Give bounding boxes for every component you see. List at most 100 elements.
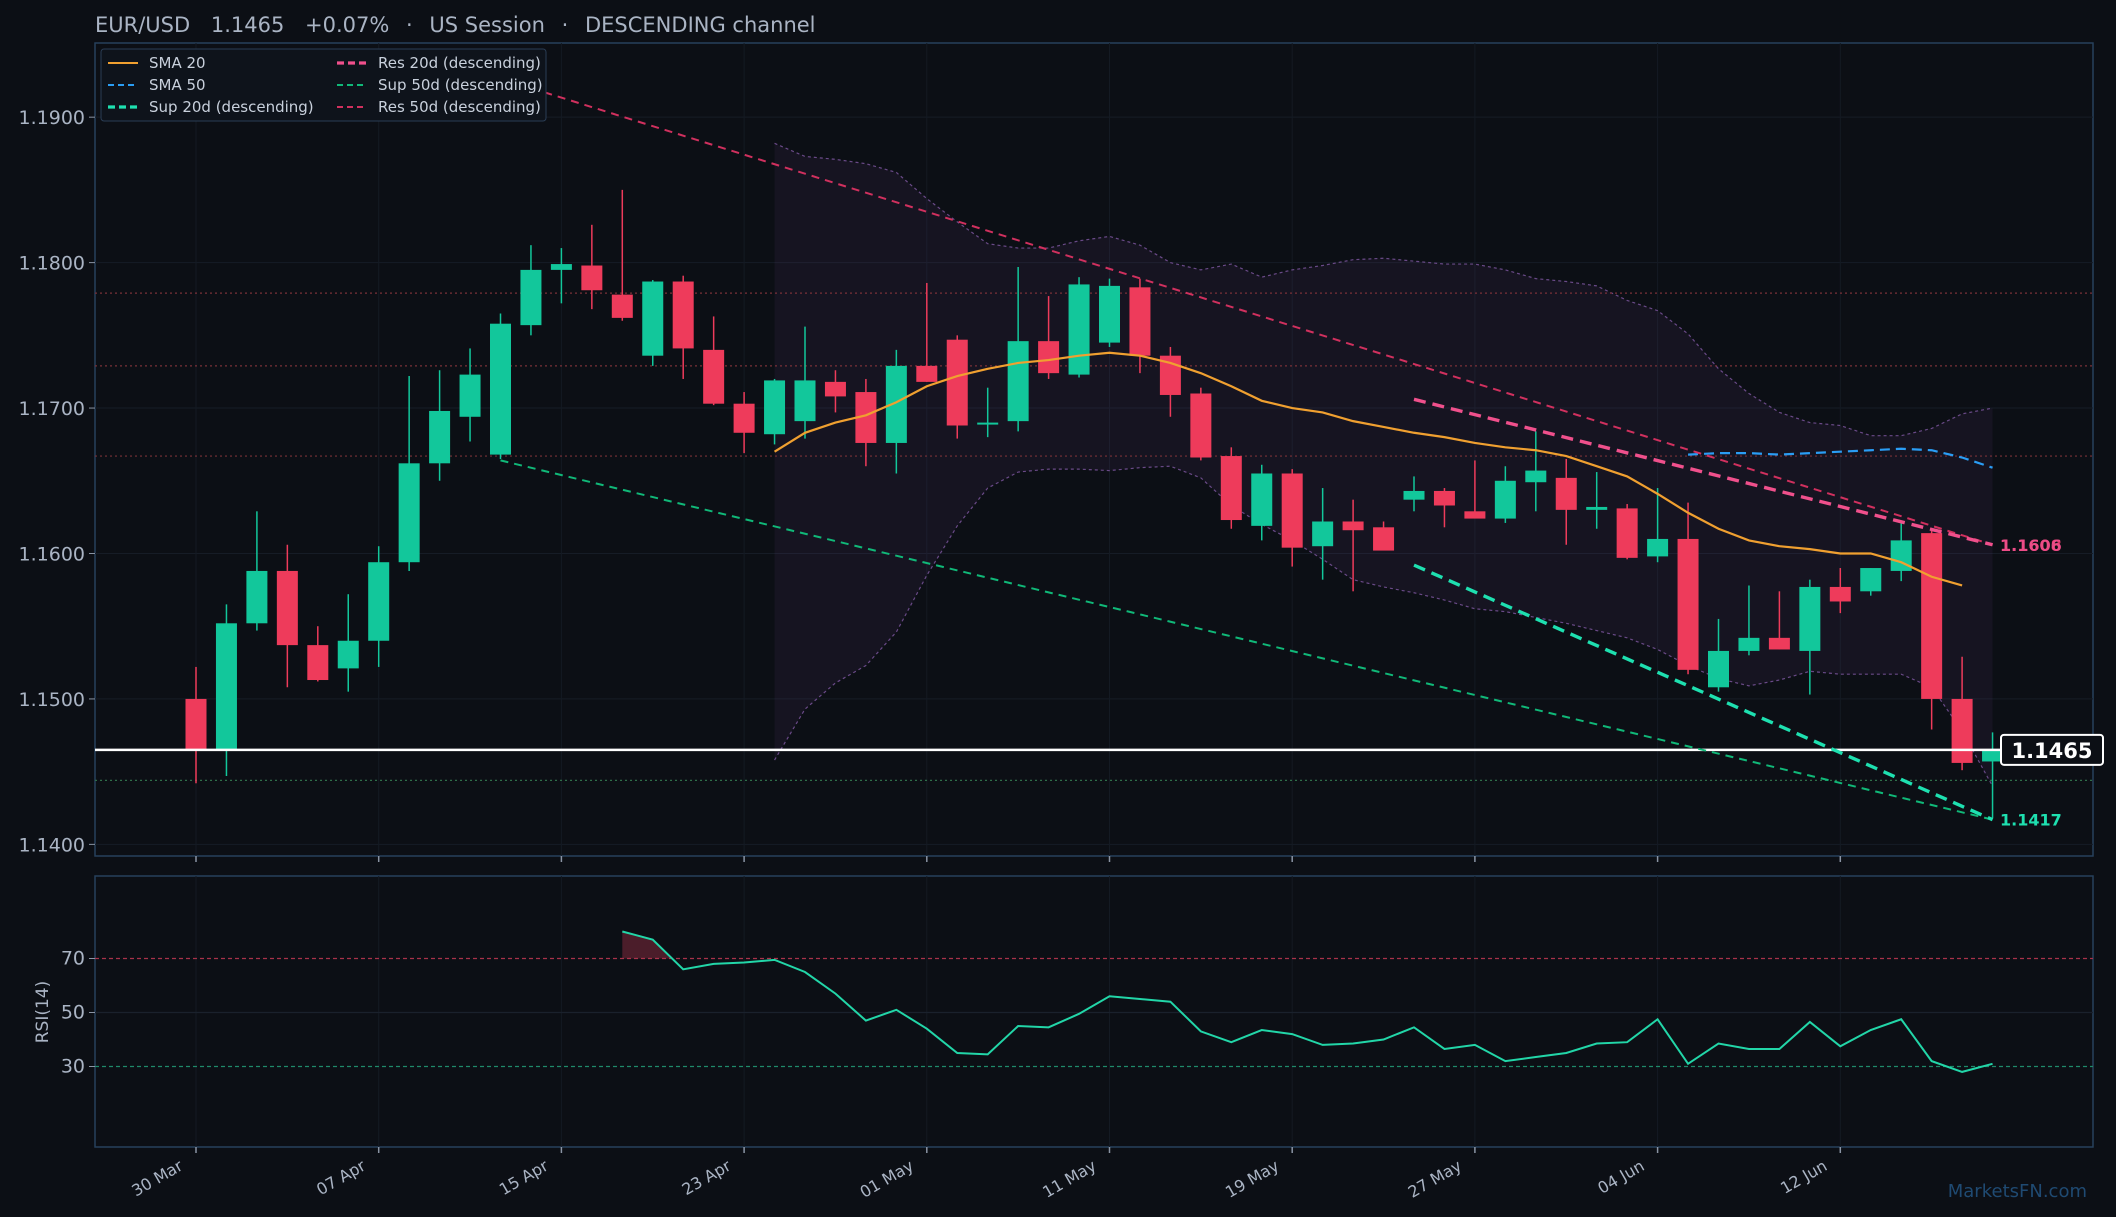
bollinger-upper <box>774 142 1993 437</box>
candle-body <box>794 380 816 422</box>
candle-body <box>946 339 968 426</box>
candle-body <box>459 374 481 417</box>
candle-body <box>307 645 329 681</box>
candle-body <box>1525 470 1547 483</box>
header-session: US Session <box>429 13 545 37</box>
candle-body <box>1616 508 1638 558</box>
candle-body <box>1403 490 1425 500</box>
candle-body <box>1921 533 1943 699</box>
candle-body <box>1220 456 1242 521</box>
candle-body <box>1708 650 1729 688</box>
legend-label-sma20: SMA 20 <box>149 54 206 72</box>
candle-body <box>703 349 725 404</box>
candle-body <box>855 392 877 443</box>
header-symbol: EUR/USD <box>95 13 190 37</box>
legend-label-res20: Res 20d (descending) <box>378 54 541 72</box>
legend: SMA 20 SMA 50 Sup 20d (descending) Res 20d … <box>100 48 547 122</box>
candle-body <box>1099 285 1120 343</box>
header-price: 1.1465 <box>211 13 284 37</box>
rsi-tick-label: 50 <box>61 1002 85 1024</box>
candle-body <box>1251 473 1273 526</box>
candle-body <box>1829 586 1851 602</box>
candle-body <box>276 570 298 646</box>
candle-body <box>1768 637 1790 650</box>
legend-box <box>100 48 547 122</box>
sma20-line <box>773 351 1963 587</box>
price-panel-frame <box>94 42 2094 857</box>
rsi-panel: 30 50 70 RSI(14) <box>33 875 2094 1148</box>
candle-body <box>520 269 542 326</box>
candle-body <box>1312 521 1334 547</box>
candle-body <box>1677 538 1699 670</box>
candle-body <box>977 422 999 425</box>
candle-body <box>1038 341 1060 374</box>
candle-body <box>1433 490 1455 506</box>
current-price-tag-label: 1.1465 <box>2011 739 2092 763</box>
price-tick-label: 1.1400 <box>19 834 85 856</box>
rsi-overbought-fill <box>622 931 673 959</box>
candle-body <box>1373 527 1395 551</box>
legend-label-sup20: Sup 20d (descending) <box>149 98 314 116</box>
candle-body <box>1555 477 1577 510</box>
price-tick-label: 1.1800 <box>19 253 85 275</box>
candle-body <box>1342 521 1364 531</box>
candle-body <box>1281 473 1303 548</box>
candlesticks <box>185 189 2004 819</box>
candle-body <box>550 264 572 270</box>
candle-body <box>1464 511 1486 519</box>
candle-body <box>1007 341 1029 422</box>
trendline-res20 <box>1413 397 1993 547</box>
res-price-label: 1.1606 <box>2000 536 2062 555</box>
header-sep-2: · <box>562 13 569 37</box>
candle-body <box>1586 506 1608 510</box>
current-price-tag <box>2000 733 2104 766</box>
candle-body <box>215 623 237 750</box>
candle-body <box>1860 568 1882 592</box>
candle-body <box>1799 586 1821 651</box>
candle-body <box>1738 637 1760 651</box>
candle-body <box>611 294 633 318</box>
price-axis-ticks: 1.1400 1.1500 1.1600 1.1700 1.1800 1.1900 <box>19 107 95 856</box>
candle-body <box>1068 284 1090 375</box>
candle-body <box>246 570 268 624</box>
price-tick-label: 1.1600 <box>19 543 85 565</box>
trendline-sup20 <box>1413 563 1994 822</box>
price-panel: 1.1400 1.1500 1.1600 1.1700 1.1800 1.1900 1.1… <box>19 42 2104 857</box>
watermark: MarketsFN.com <box>1948 1181 2087 1202</box>
sma50-line <box>1687 447 1993 469</box>
candle-body <box>1890 540 1912 571</box>
rsi-line <box>622 930 1993 1073</box>
rsi-tick-label: 30 <box>61 1056 85 1078</box>
rsi-tick-label: 70 <box>61 948 85 970</box>
chart-header: EUR/USD 1.1465 +0.07% · US Session · DES… <box>95 13 816 37</box>
candle-body <box>672 281 694 349</box>
legend-label-res50: Res 50d (descending) <box>378 98 541 116</box>
price-tick-label: 1.1500 <box>19 689 85 711</box>
rsi-axis-label: RSI(14) <box>33 981 53 1044</box>
sup-price-label: 1.1417 <box>2000 811 2062 830</box>
candle-body <box>764 380 786 435</box>
header-channel: DESCENDING channel <box>585 13 816 37</box>
candle-body <box>429 410 451 464</box>
candle-body <box>368 562 390 641</box>
candle-body <box>398 463 420 563</box>
price-tick-label: 1.1700 <box>19 398 85 420</box>
candle-body <box>1190 393 1212 458</box>
indicator-overlays <box>95 87 2093 822</box>
candle-body <box>581 265 603 291</box>
candle-body <box>1951 698 1973 763</box>
candle-body <box>1494 480 1516 519</box>
legend-label-sma50: SMA 50 <box>149 76 206 94</box>
candle-body <box>1982 749 2004 762</box>
rsi-line-group <box>622 930 1993 1073</box>
candle-body <box>1647 538 1669 557</box>
rsi-panel-frame <box>94 875 2094 1148</box>
bollinger-lower <box>774 465 1994 787</box>
res-price-label-shadow: 1.1608 <box>2000 536 2062 555</box>
candle-body <box>185 698 207 750</box>
candle-body <box>490 323 511 455</box>
candle-body <box>885 365 907 443</box>
candle-body <box>337 640 359 669</box>
